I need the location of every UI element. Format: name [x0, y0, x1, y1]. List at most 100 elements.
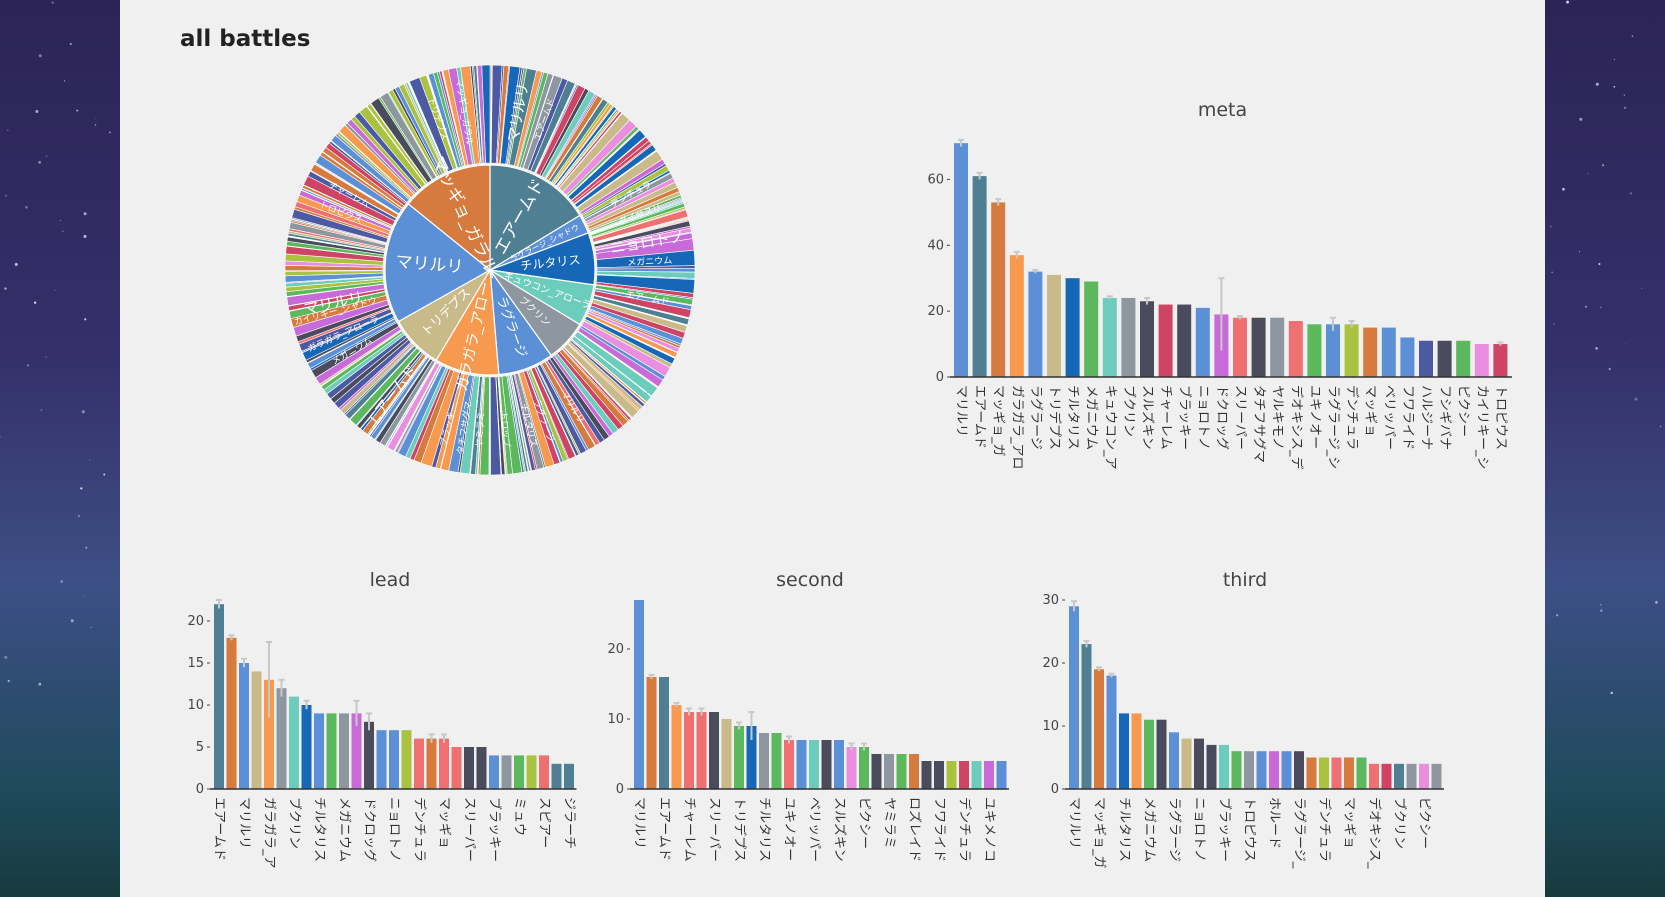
bar[interactable] [659, 677, 669, 789]
bar[interactable] [1281, 751, 1292, 789]
bar[interactable] [339, 713, 349, 789]
bar[interactable] [314, 713, 324, 789]
bar[interactable] [1065, 278, 1080, 377]
bar[interactable] [1106, 675, 1117, 789]
bar[interactable] [476, 747, 487, 789]
bar[interactable] [972, 176, 987, 377]
bar[interactable] [489, 755, 499, 789]
bar[interactable] [1381, 327, 1396, 377]
bar[interactable] [364, 721, 374, 789]
bar[interactable] [759, 733, 769, 789]
bar[interactable] [984, 761, 994, 789]
bar[interactable] [1119, 713, 1129, 789]
bar[interactable] [539, 755, 549, 789]
bar[interactable] [1344, 324, 1359, 377]
bar[interactable] [1288, 321, 1303, 377]
bar[interactable] [226, 637, 237, 789]
bar[interactable] [821, 740, 832, 789]
bar[interactable] [646, 677, 657, 789]
bar[interactable] [1419, 763, 1429, 789]
bar[interactable] [1331, 757, 1342, 790]
bar[interactable] [1195, 307, 1210, 377]
bar[interactable] [1319, 757, 1329, 790]
bar[interactable] [1219, 744, 1229, 789]
bar[interactable] [1009, 255, 1024, 377]
bar[interactable] [709, 712, 719, 789]
bar[interactable] [1406, 763, 1417, 789]
bar[interactable] [834, 740, 844, 789]
bar[interactable] [1474, 344, 1489, 377]
bar[interactable] [671, 705, 682, 789]
bar[interactable] [809, 740, 819, 789]
bar[interactable] [684, 712, 694, 789]
bar[interactable] [1069, 606, 1079, 789]
bar[interactable] [1194, 738, 1204, 789]
meta-bar-chart[interactable]: meta 0 20 40 60 マリルリ エアームド マッギョ_ガ ガラガラ_アロ ラグラージ トリ… [840, 100, 1600, 510]
sunburst-chart[interactable]: エアームドラグラージ_シャドウチルタリスキュウコン_アローラブクリンラグラージガ… [260, 55, 720, 515]
bar[interactable] [996, 761, 1007, 789]
bar[interactable] [1169, 732, 1179, 789]
bar[interactable] [1344, 757, 1354, 790]
bar[interactable] [896, 754, 907, 789]
sunburst-inner-slice[interactable] [489, 164, 581, 272]
sunburst-inner-slice[interactable] [407, 164, 491, 272]
bar[interactable] [934, 761, 944, 789]
bar[interactable] [501, 755, 512, 789]
bar[interactable] [551, 763, 562, 789]
bar[interactable] [1456, 340, 1471, 377]
bar[interactable] [376, 730, 387, 789]
bar[interactable] [414, 738, 424, 789]
bar[interactable] [1256, 751, 1267, 789]
bar[interactable] [1156, 719, 1167, 789]
bar[interactable] [1028, 271, 1043, 377]
bar[interactable] [796, 740, 807, 789]
bar[interactable] [946, 761, 957, 789]
bar[interactable] [1144, 719, 1154, 789]
bar[interactable] [1437, 340, 1452, 377]
bar[interactable] [1102, 297, 1117, 377]
bar[interactable] [1269, 751, 1279, 789]
bar[interactable] [921, 761, 932, 789]
bar[interactable] [1493, 344, 1508, 377]
bar[interactable] [1419, 340, 1433, 377]
bar[interactable] [1244, 751, 1254, 789]
bar[interactable] [971, 761, 982, 789]
bar[interactable] [784, 740, 794, 789]
bar[interactable] [1140, 301, 1154, 377]
bar[interactable] [909, 754, 919, 789]
bar[interactable] [734, 726, 744, 789]
bar[interactable] [1231, 751, 1242, 789]
bar[interactable] [634, 600, 644, 789]
bar[interactable] [389, 730, 399, 789]
bar[interactable] [1181, 738, 1192, 789]
bar[interactable] [884, 754, 894, 789]
bar[interactable] [1363, 327, 1378, 377]
bar[interactable] [464, 747, 474, 789]
bar[interactable] [251, 671, 262, 789]
bar[interactable] [1206, 744, 1217, 789]
bar[interactable] [1400, 337, 1415, 377]
bar[interactable] [771, 733, 782, 789]
bar[interactable] [451, 747, 462, 789]
bar[interactable] [351, 713, 362, 789]
bar[interactable] [276, 688, 287, 789]
bar[interactable] [954, 143, 968, 377]
bar[interactable] [1131, 713, 1142, 789]
bar[interactable] [289, 696, 299, 789]
bar[interactable] [239, 663, 249, 789]
bar[interactable] [564, 763, 574, 789]
bar[interactable] [1356, 757, 1367, 790]
bar[interactable] [871, 754, 882, 789]
bar[interactable] [264, 679, 274, 789]
bar[interactable] [1326, 324, 1340, 377]
bar[interactable] [1047, 274, 1061, 377]
bar[interactable] [1233, 317, 1247, 377]
bar[interactable] [326, 713, 337, 789]
bar[interactable] [1270, 317, 1285, 377]
bar[interactable] [1251, 317, 1266, 377]
bar[interactable] [1307, 324, 1322, 377]
bar[interactable] [426, 738, 437, 789]
bar[interactable] [1081, 644, 1092, 789]
bar[interactable] [991, 202, 1006, 377]
